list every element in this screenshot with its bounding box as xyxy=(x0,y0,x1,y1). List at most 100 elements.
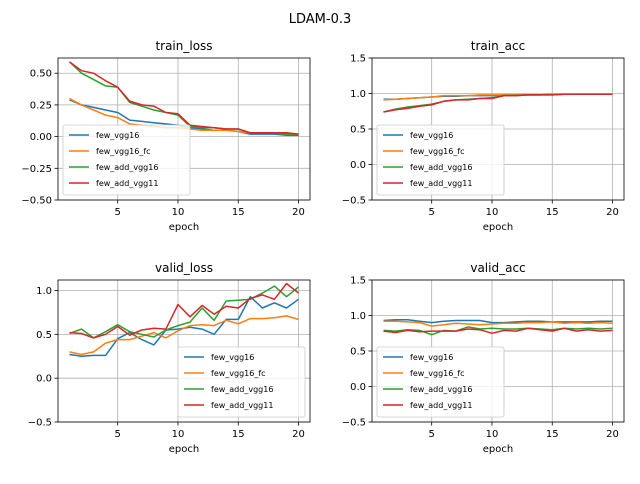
x-tick-label: 10 xyxy=(486,207,499,218)
legend: few_vgg16 few_vgg16_fc few_add_vgg16 few_ad… xyxy=(376,346,505,418)
legend-box xyxy=(376,124,505,196)
y-tick-label: 0.5 xyxy=(36,330,52,341)
series-line-few-vgg16 xyxy=(383,319,613,324)
x-tick-label: 15 xyxy=(546,207,559,218)
series-line-few-add-vgg16 xyxy=(69,285,299,339)
y-tick-label: 0.0 xyxy=(350,160,366,171)
series-line-few-vgg16-fc xyxy=(69,315,299,356)
legend-label: few_add_vgg11 xyxy=(211,401,273,410)
chart-title: valid_acc xyxy=(470,261,525,275)
x-tick-label: 15 xyxy=(232,207,245,218)
legend-item: few_add_vgg11 xyxy=(383,401,472,410)
legend-item: few_vgg16_fc xyxy=(383,147,465,156)
x-tick-label: 20 xyxy=(292,429,305,440)
legend-label: few_add_vgg11 xyxy=(96,179,158,188)
axes-frame xyxy=(57,57,311,201)
chart-title: valid_loss xyxy=(155,261,213,275)
y-tick-label: 0.25 xyxy=(30,100,52,111)
y-tick-label: −0.5 xyxy=(342,418,366,429)
y-tick-label: 0.50 xyxy=(30,69,52,80)
legend-label: few_vgg16 xyxy=(410,353,453,362)
x-tick-label: 10 xyxy=(486,429,499,440)
legend-item: few_add_vgg11 xyxy=(383,179,472,188)
axes-frame xyxy=(371,57,625,201)
chart-title: train_acc xyxy=(471,39,525,53)
y-tick-label: 1.5 xyxy=(350,276,366,287)
y-tick-label: 1.5 xyxy=(350,54,366,65)
legend-item: few_vgg16_fc xyxy=(383,369,465,378)
x-axis-label: epoch xyxy=(169,222,199,233)
series-line-few-add-vgg11 xyxy=(69,282,299,339)
x-axis-label: epoch xyxy=(483,444,513,455)
legend-item: few_vgg16 xyxy=(69,131,139,140)
legend-label: few_vgg16 xyxy=(211,353,254,362)
x-tick-label: 15 xyxy=(546,429,559,440)
legend-item: few_add_vgg16 xyxy=(69,163,158,172)
legend: few_vgg16 few_vgg16_fc few_add_vgg16 few_ad… xyxy=(62,124,191,196)
y-tick-label: −0.5 xyxy=(28,418,52,429)
y-tick-label: 0.5 xyxy=(350,347,366,358)
legend-label: few_add_vgg16 xyxy=(96,163,158,172)
series-line-few-add-vgg11 xyxy=(69,61,299,135)
y-tick-label: 0.00 xyxy=(30,132,52,143)
x-tick-label: 5 xyxy=(114,429,120,440)
x-tick-label: 5 xyxy=(428,207,434,218)
legend: few_vgg16 few_vgg16_fc few_add_vgg16 few_ad… xyxy=(376,124,505,196)
legend-box xyxy=(62,124,191,196)
x-axis-label: epoch xyxy=(169,444,199,455)
legend-label: few_add_vgg11 xyxy=(410,179,472,188)
x-tick-label: 20 xyxy=(292,207,305,218)
legend-item: few_vgg16_fc xyxy=(69,147,151,156)
legend-item: few_add_vgg11 xyxy=(184,401,273,410)
legend-item: few_vgg16 xyxy=(383,131,453,140)
legend-item: few_add_vgg11 xyxy=(69,179,158,188)
legend-label: few_add_vgg16 xyxy=(410,163,472,172)
x-tick-label: 10 xyxy=(172,207,185,218)
x-tick-label: 15 xyxy=(232,429,245,440)
legend-item: few_vgg16 xyxy=(383,353,453,362)
legend-label: few_vgg16_fc xyxy=(211,369,266,378)
legend: few_vgg16 few_vgg16_fc few_add_vgg16 few_ad… xyxy=(177,346,306,418)
chart-title: train_loss xyxy=(155,39,212,53)
legend-label: few_vgg16 xyxy=(96,131,139,140)
legend-item: few_add_vgg16 xyxy=(383,385,472,394)
legend-label: few_add_vgg16 xyxy=(211,385,273,394)
x-axis-label: epoch xyxy=(483,222,513,233)
y-tick-label: 1.0 xyxy=(350,89,366,100)
legend-item: few_vgg16_fc xyxy=(184,369,266,378)
legend-label: few_add_vgg11 xyxy=(410,401,472,410)
series-line-few-vgg16-fc xyxy=(383,320,613,327)
series-line-few-add-vgg11 xyxy=(383,93,613,113)
y-tick-label: −0.25 xyxy=(21,164,52,175)
legend-item: few_add_vgg16 xyxy=(383,163,472,172)
legend-box xyxy=(376,346,505,418)
x-tick-label: 5 xyxy=(114,207,120,218)
y-tick-label: 0.5 xyxy=(350,125,366,136)
legend-label: few_vgg16_fc xyxy=(410,369,465,378)
x-tick-label: 20 xyxy=(606,207,619,218)
y-tick-label: 0.0 xyxy=(350,382,366,393)
axes-frame xyxy=(57,279,311,423)
legend-label: few_vgg16 xyxy=(410,131,453,140)
x-tick-label: 5 xyxy=(428,429,434,440)
figure-suptitle: LDAM-0.3 xyxy=(289,12,352,27)
series-line-few-add-vgg11 xyxy=(383,327,613,335)
x-tick-label: 20 xyxy=(606,429,619,440)
legend-item: few_vgg16 xyxy=(184,353,254,362)
legend-label: few_vgg16_fc xyxy=(410,147,465,156)
legend-item: few_add_vgg16 xyxy=(184,385,273,394)
legend-box xyxy=(177,346,306,418)
chart-train-loss: 5 10 15 20 −0.50 −0.25 0.00 0.25 0.50 train_losse… xyxy=(21,39,311,233)
legend-label: few_add_vgg16 xyxy=(410,385,472,394)
y-tick-label: 1.0 xyxy=(350,311,366,322)
y-tick-label: −0.50 xyxy=(21,196,52,207)
y-tick-label: −0.5 xyxy=(342,196,366,207)
axes-frame xyxy=(371,279,625,423)
x-tick-label: 10 xyxy=(172,429,185,440)
y-tick-label: 0.0 xyxy=(36,374,52,385)
